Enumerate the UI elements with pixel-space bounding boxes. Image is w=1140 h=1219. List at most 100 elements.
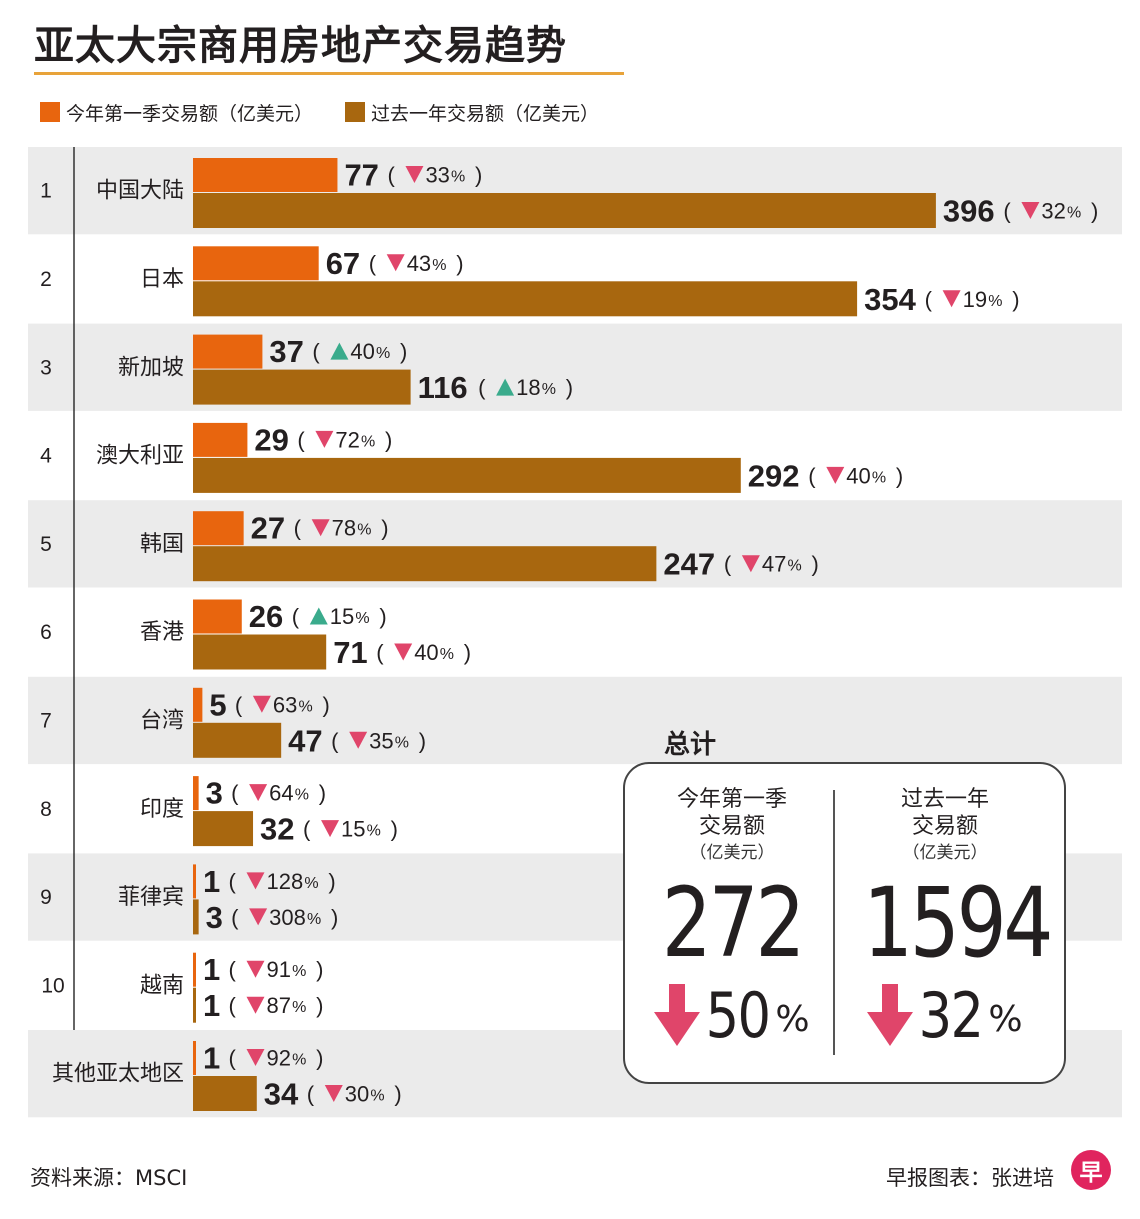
up-triangle-icon — [330, 342, 349, 360]
bar-year — [193, 193, 936, 228]
totals-q1-value: 272 — [661, 867, 806, 979]
bar-q1 — [193, 599, 242, 634]
q1-value: 3 — [206, 776, 223, 811]
totals-q1-unit: （亿美元） — [689, 843, 775, 863]
down-triangle-icon — [246, 996, 265, 1014]
q1-change: 78 — [332, 516, 356, 541]
category-label: 中国大陆 — [96, 179, 184, 204]
q1-value: 5 — [209, 687, 226, 722]
rank-number: 9 — [40, 886, 52, 909]
down-arrow-icon — [867, 984, 914, 1046]
zaobao-logo: 早 — [1071, 1150, 1111, 1190]
year-open-paren: ( — [231, 905, 239, 930]
year-change: 18 — [516, 375, 540, 400]
bar-q1 — [193, 952, 196, 987]
q1-value: 1 — [203, 864, 220, 899]
year-value: 47 — [288, 723, 322, 758]
down-arrow-icon — [654, 984, 701, 1046]
year-percent-sign: % — [988, 293, 1002, 310]
rank-number: 7 — [40, 709, 52, 732]
up-triangle-icon — [496, 378, 515, 396]
year-label: 396 (32%) — [943, 194, 1098, 229]
year-close-paren: ) — [391, 817, 398, 842]
year-value: 34 — [264, 1077, 299, 1112]
year-change: 35 — [369, 728, 393, 753]
legend-label-year: 过去一年交易额（亿美元） — [371, 102, 600, 125]
totals-divider — [833, 790, 835, 1055]
q1-change: 33 — [425, 163, 449, 188]
bar-q1 — [193, 776, 199, 811]
totals-year-label-2: 交易额 — [911, 814, 978, 839]
q1-open-paren: ( — [369, 251, 377, 276]
year-percent-sign: % — [370, 1088, 384, 1105]
year-label: 354 (19%) — [864, 282, 1019, 317]
rank-number: 1 — [40, 180, 52, 203]
down-triangle-icon — [1021, 202, 1040, 219]
year-percent-sign: % — [542, 381, 556, 398]
category-label: 台湾 — [140, 708, 184, 733]
down-triangle-icon — [246, 872, 265, 890]
totals-q1-change-value: 50 — [706, 978, 771, 1052]
year-label: 1 (87%) — [203, 988, 323, 1023]
down-triangle-icon — [826, 466, 845, 484]
q1-open-paren: ( — [292, 604, 300, 629]
legend-label-q1: 今年第一季交易额（亿美元） — [66, 102, 314, 125]
row-band — [28, 676, 1122, 765]
year-percent-sign: % — [787, 558, 801, 575]
totals-year-value: 1594 — [863, 867, 1053, 979]
chart-credit: 早报图表：张进培 — [886, 1166, 1054, 1190]
year-close-paren: ) — [316, 993, 323, 1018]
totals-heading: 总计 — [664, 730, 717, 760]
year-close-paren: ) — [1091, 199, 1098, 224]
q1-close-paren: ) — [379, 604, 386, 629]
q1-close-paren: ) — [316, 1046, 323, 1071]
q1-close-paren: ) — [400, 339, 407, 364]
q1-percent-sign: % — [432, 257, 446, 274]
q1-value: 29 — [254, 422, 288, 457]
down-triangle-icon — [324, 1085, 343, 1102]
q1-change: 63 — [273, 692, 297, 717]
totals-q1-percent-sign: % — [775, 999, 810, 1040]
q1-close-paren: ) — [456, 251, 463, 276]
year-close-paren: ) — [419, 728, 426, 753]
q1-close-paren: ) — [475, 163, 482, 188]
year-percent-sign: % — [395, 734, 409, 751]
down-triangle-icon — [311, 519, 330, 537]
year-open-paren: ( — [331, 728, 339, 753]
q1-label: 1 (128%) — [203, 864, 336, 899]
q1-change: 43 — [407, 251, 431, 276]
year-percent-sign: % — [292, 999, 306, 1016]
year-close-paren: ) — [566, 375, 573, 400]
year-label: 71 (40%) — [333, 635, 471, 670]
q1-open-paren: ( — [229, 1046, 237, 1071]
q1-label: 29 (72%) — [254, 422, 392, 457]
q1-label: 26 (15%) — [249, 599, 387, 634]
rank-number: 2 — [40, 268, 52, 291]
q1-percent-sign: % — [451, 169, 465, 186]
q1-change: 64 — [269, 781, 293, 806]
chart-title: 亚太大宗商用房地产交易趋势 — [34, 23, 567, 69]
totals-box — [623, 762, 1066, 1084]
title-underline — [34, 72, 624, 75]
category-label: 韩国 — [140, 532, 184, 557]
bar-q1 — [193, 246, 319, 281]
year-percent-sign: % — [440, 646, 454, 663]
legend-item-q1: 今年第一季交易额（亿美元） — [40, 99, 313, 126]
rank-number: 4 — [40, 445, 52, 468]
rank-number: 5 — [40, 533, 52, 556]
year-change: 19 — [963, 287, 987, 312]
q1-label: 37 (40%) — [269, 334, 407, 369]
down-triangle-icon — [252, 695, 271, 713]
year-value: 354 — [864, 282, 916, 317]
down-triangle-icon — [249, 784, 268, 802]
totals-year-percent-sign: % — [988, 999, 1023, 1040]
q1-percent-sign: % — [361, 433, 375, 450]
q1-change: 128 — [267, 869, 304, 894]
year-open-paren: ( — [307, 1082, 315, 1107]
down-triangle-icon — [246, 960, 265, 978]
year-close-paren: ) — [811, 552, 818, 577]
year-close-paren: ) — [1012, 287, 1019, 312]
down-triangle-icon — [249, 908, 268, 926]
totals-year-change-value: 32 — [919, 978, 984, 1052]
down-triangle-icon — [321, 820, 340, 838]
